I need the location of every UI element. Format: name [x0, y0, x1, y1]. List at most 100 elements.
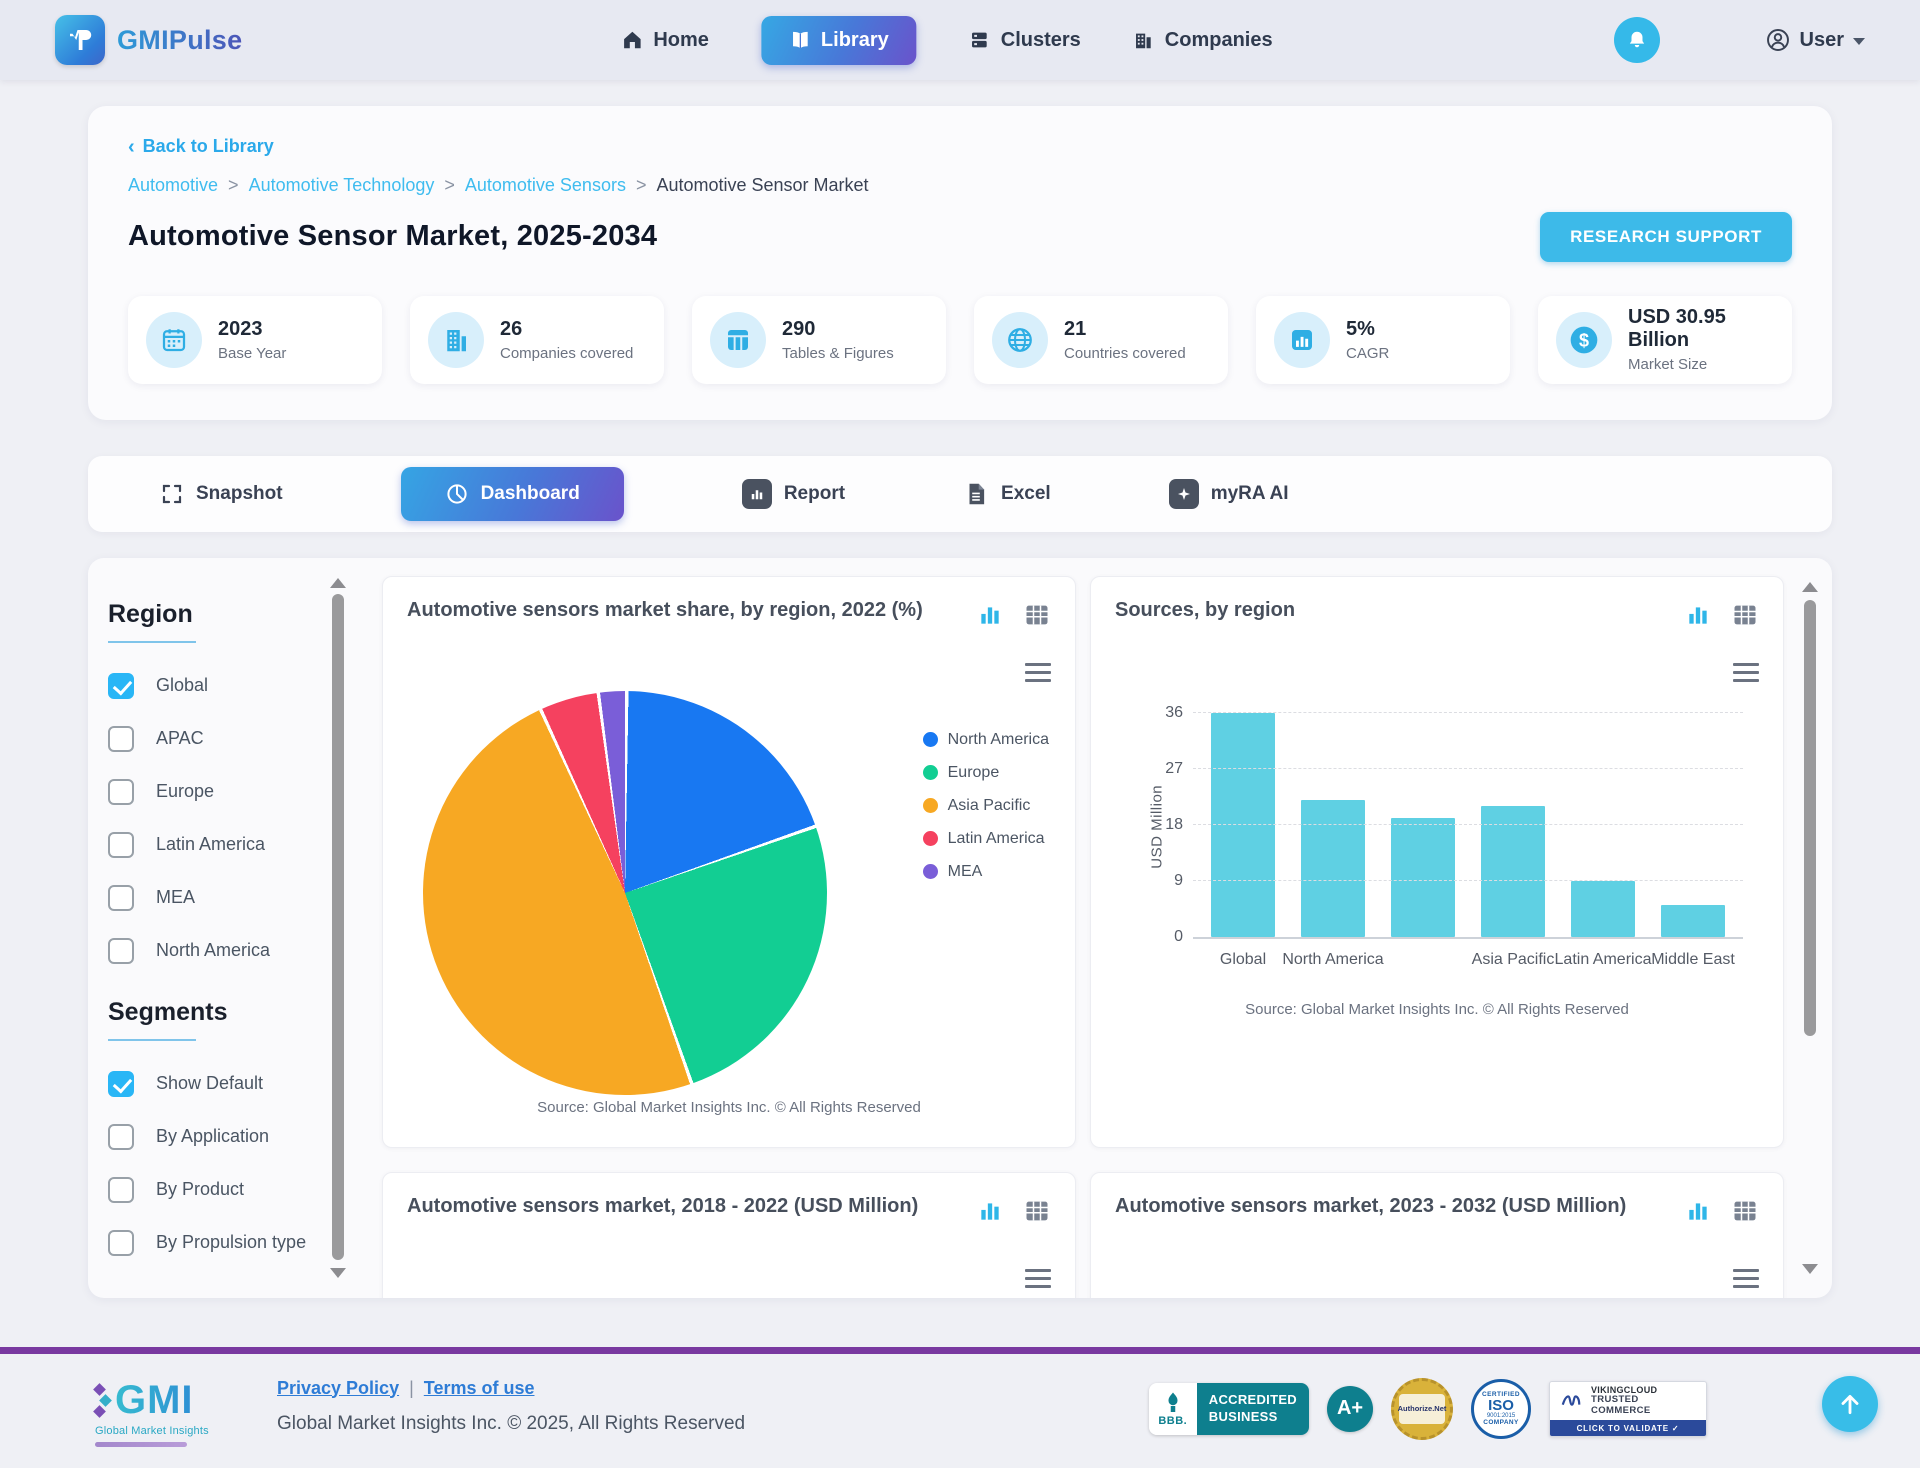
- checkbox[interactable]: [108, 672, 134, 699]
- checkbox-label: By Product: [156, 1179, 245, 1199]
- chart-menu-icon[interactable]: [1025, 662, 1051, 687]
- bbb-rating-badge[interactable]: A+: [1327, 1385, 1373, 1432]
- checkbox-item-europe[interactable]: Europe: [108, 778, 360, 805]
- stat-value: 5%: [1346, 317, 1375, 340]
- checkbox[interactable]: [108, 884, 134, 911]
- stat-value: 2023: [218, 317, 263, 340]
- bar-latin-america[interactable]: [1571, 880, 1635, 937]
- chart-view-icon[interactable]: [1685, 602, 1711, 628]
- tab-label: myRA AI: [1210, 482, 1289, 504]
- gridline: [1193, 879, 1743, 881]
- chart-view-icon[interactable]: [977, 1198, 1003, 1224]
- checkbox[interactable]: [108, 1229, 134, 1256]
- tab-label: Dashboard: [480, 482, 580, 504]
- table-view-icon[interactable]: [1023, 601, 1051, 629]
- user-menu[interactable]: User: [1765, 27, 1865, 53]
- nav-item-companies[interactable]: Companies: [1133, 29, 1273, 52]
- tab-dashboard[interactable]: Dashboard: [400, 466, 624, 521]
- chart-menu-icon[interactable]: [1733, 662, 1759, 687]
- table-view-icon[interactable]: [1731, 1197, 1759, 1225]
- breadcrumb-link[interactable]: Automotive: [128, 174, 219, 195]
- charts-scrollbar[interactable]: [1804, 599, 1816, 1036]
- legend-item[interactable]: MEA: [922, 863, 1049, 881]
- user-icon: [1766, 29, 1789, 51]
- pie-chart[interactable]: [423, 690, 827, 1095]
- bar-north-america[interactable]: [1301, 799, 1365, 937]
- brand[interactable]: GMIPulse: [55, 15, 242, 65]
- bar-global[interactable]: [1211, 712, 1275, 937]
- chart-view-icon[interactable]: [977, 602, 1003, 628]
- bar-middle-east[interactable]: [1661, 905, 1725, 937]
- nav-item-clusters[interactable]: Clusters: [969, 29, 1081, 52]
- nav-item-library[interactable]: Library: [760, 15, 917, 65]
- tab-excel[interactable]: Excel: [963, 481, 1051, 507]
- bar-unlabeled[interactable]: [1391, 818, 1455, 937]
- iso-certified-badge[interactable]: CERTIFIED ISO 9001:2015 COMPANY: [1471, 1378, 1531, 1439]
- checkbox[interactable]: [108, 1070, 134, 1097]
- sidebar-scroll-down-icon[interactable]: [330, 1267, 346, 1278]
- breadcrumb-current: Automotive Sensor Market: [656, 174, 869, 195]
- legend-swatch: [922, 765, 938, 780]
- checkbox-item-by-propulsion-type[interactable]: By Propulsion type: [108, 1229, 360, 1256]
- chart-view-icon[interactable]: [1685, 1198, 1711, 1224]
- chart-menu-icon[interactable]: [1733, 1268, 1759, 1293]
- tab-report[interactable]: Report: [741, 478, 845, 509]
- legend-item[interactable]: Asia Pacific: [922, 797, 1049, 815]
- table-icon: [710, 311, 766, 368]
- authorize-net-label: Authorize.Net: [1398, 1393, 1446, 1424]
- checkbox-item-apac[interactable]: APAC: [108, 725, 360, 752]
- privacy-policy-link[interactable]: Privacy Policy: [277, 1377, 400, 1398]
- bbb-accredited-badge[interactable]: BBB. ACCREDITED BUSINESS: [1148, 1382, 1309, 1435]
- checkbox-item-global[interactable]: Global: [108, 672, 360, 699]
- sidebar-scrollbar[interactable]: [332, 593, 344, 1260]
- legend-item[interactable]: Europe: [922, 764, 1049, 782]
- y-tick-label: 18: [1165, 815, 1183, 833]
- breadcrumb-separator: >: [444, 174, 455, 195]
- stat-card-countries: 21 Countries covered: [974, 295, 1228, 384]
- breadcrumb-link[interactable]: Automotive Technology: [248, 174, 435, 195]
- bbb-word: BBB.: [1158, 1414, 1188, 1427]
- legend-item[interactable]: Latin America: [922, 830, 1049, 848]
- tab-myra-ai[interactable]: myRA AI: [1168, 478, 1289, 509]
- x-category-label: North America: [1282, 950, 1384, 968]
- checkbox-item-by-application[interactable]: By Application: [108, 1123, 360, 1150]
- bar-asia-pacific[interactable]: [1481, 805, 1545, 937]
- notifications-button[interactable]: [1613, 17, 1660, 63]
- checkbox[interactable]: [108, 1176, 134, 1203]
- legend-item[interactable]: North America: [922, 731, 1049, 749]
- research-support-button[interactable]: RESEARCH SUPPORT: [1540, 211, 1792, 262]
- gridline: [1193, 767, 1743, 769]
- checkbox-item-mea[interactable]: MEA: [108, 884, 360, 911]
- authorize-net-badge[interactable]: Authorize.Net: [1391, 1377, 1453, 1440]
- view-tabs: Snapshot Dashboard Report Excel myRA AI: [88, 455, 1832, 532]
- checkbox-item-by-product[interactable]: By Product: [108, 1176, 360, 1203]
- vikingcloud-badge[interactable]: VIKINGCLOUD TRUSTED COMMERCE CLICK TO VA…: [1549, 1380, 1707, 1437]
- gridline: [1193, 711, 1743, 713]
- checkbox[interactable]: [108, 831, 134, 858]
- charts-scroll-up-icon[interactable]: [1802, 581, 1818, 592]
- checkbox-item-north-america[interactable]: North America: [108, 937, 360, 964]
- table-view-icon[interactable]: [1731, 601, 1759, 629]
- checkbox[interactable]: [108, 725, 134, 752]
- footer-badges: BBB. ACCREDITED BUSINESS A+ Authorize.Ne…: [1148, 1377, 1707, 1440]
- checkbox-item-show-default[interactable]: Show Default: [108, 1070, 360, 1097]
- terms-of-use-link[interactable]: Terms of use: [423, 1377, 535, 1398]
- table-view-icon[interactable]: [1023, 1197, 1051, 1225]
- stat-label: Countries covered: [1064, 344, 1186, 362]
- nav-item-home[interactable]: Home: [621, 29, 709, 52]
- checkbox[interactable]: [108, 1123, 134, 1150]
- region-section-title: Region: [108, 599, 193, 628]
- tab-snapshot[interactable]: Snapshot: [160, 482, 283, 506]
- chart-menu-icon[interactable]: [1025, 1268, 1051, 1293]
- footer-accent-bar: [0, 1346, 1920, 1354]
- back-to-library-link[interactable]: ‹ Back to Library: [128, 136, 274, 157]
- charts-scroll-down-icon[interactable]: [1802, 1263, 1818, 1274]
- gridline: [1193, 823, 1743, 825]
- sidebar-scroll-up-icon[interactable]: [330, 577, 346, 588]
- scroll-to-top-button[interactable]: [1822, 1375, 1878, 1432]
- breadcrumb-link[interactable]: Automotive Sensors: [464, 174, 626, 195]
- gmi-logo: GMI Global Market Insights: [93, 1378, 263, 1447]
- checkbox-item-latin-america[interactable]: Latin America: [108, 831, 360, 858]
- checkbox[interactable]: [108, 778, 134, 805]
- checkbox[interactable]: [108, 937, 134, 964]
